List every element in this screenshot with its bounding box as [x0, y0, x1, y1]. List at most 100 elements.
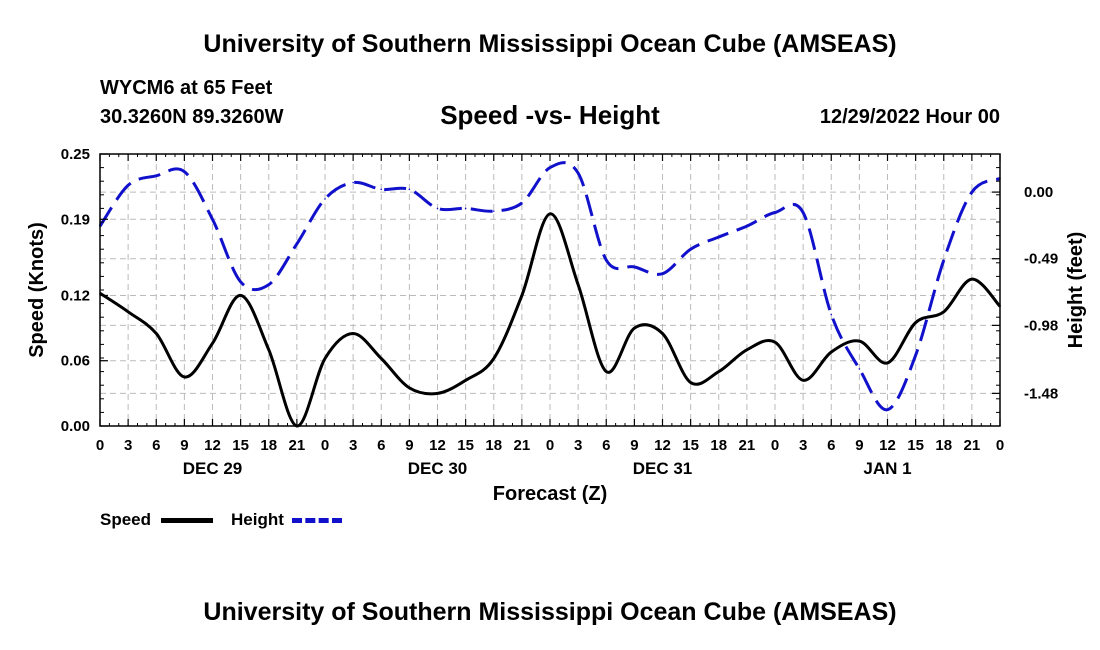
height-point: [380, 188, 383, 191]
x-tick-label: 6: [602, 437, 610, 454]
x-tick-label: 18: [935, 437, 952, 454]
x-tick-label: 9: [630, 437, 638, 454]
x-tick-label: 12: [204, 437, 221, 454]
legend-speed-swatch: [161, 518, 213, 523]
grid: [100, 154, 1000, 426]
height-point: [633, 266, 636, 268]
x-tick-label: 15: [682, 437, 699, 454]
day-label: DEC 31: [633, 459, 693, 478]
speed-point: [971, 278, 973, 280]
height-point: [971, 191, 973, 193]
x-tick-label: 21: [289, 437, 306, 454]
speed-point: [211, 342, 214, 345]
height-point: [830, 313, 833, 316]
height-point: [127, 184, 129, 187]
speed-point: [380, 357, 383, 360]
x-tick-label: 0: [321, 437, 329, 454]
speed-point: [689, 381, 692, 384]
x-tick-label: 18: [485, 437, 502, 454]
height-point: [155, 174, 158, 177]
y-tick-label-right: -0.49: [1024, 251, 1058, 268]
x-tick-label: 18: [260, 437, 277, 454]
height-point: [183, 170, 186, 173]
height-point: [436, 207, 439, 210]
speed-point: [914, 321, 917, 324]
x-tick-label: 6: [152, 437, 160, 454]
x-tick-label: 12: [879, 437, 896, 454]
x-tick-label: 0: [96, 437, 104, 454]
y-tick-label-right: -0.98: [1024, 317, 1058, 334]
height-point: [464, 207, 467, 210]
station-label: WYCM6 at 65 Feet: [100, 77, 273, 99]
height-point: [774, 211, 776, 214]
height-point: [267, 283, 270, 286]
y-tick-label-left: 0.25: [61, 146, 90, 163]
x-tick-label: 6: [377, 437, 385, 454]
height-point: [296, 242, 298, 245]
speed-point: [774, 341, 776, 344]
speed-point: [830, 351, 833, 353]
chart-subtitle: Speed -vs- Height: [440, 100, 660, 130]
speed-point: [267, 349, 270, 351]
speed-point: [183, 376, 186, 378]
x-tick-label: 21: [739, 437, 756, 454]
height-point: [689, 248, 692, 250]
speed-point: [886, 362, 889, 364]
speed-point: [746, 349, 748, 351]
legend-height-swatch: [292, 518, 342, 523]
height-point: [408, 188, 411, 191]
x-tick-label: 0: [546, 437, 554, 454]
footer-title: University of Southern Mississippi Ocean…: [203, 598, 897, 626]
legend-speed-label: Speed: [100, 510, 152, 529]
x-tick-label: 12: [654, 437, 671, 454]
y-axis-label-right: Height (feet): [1065, 232, 1087, 349]
x-tick-label: 18: [710, 437, 727, 454]
height-point: [717, 236, 720, 238]
height-point: [492, 210, 495, 212]
day-label: DEC 30: [408, 459, 468, 478]
height-point: [239, 281, 242, 283]
x-tick-label: 21: [514, 437, 531, 454]
coordinates-label: 30.3260N 89.3260W: [100, 106, 284, 128]
height-point: [802, 211, 804, 214]
speed-point: [858, 340, 861, 342]
x-tick-label: 21: [964, 437, 981, 454]
forecast-datetime: 12/29/2022 Hour 00: [819, 106, 1000, 128]
speed-point: [802, 379, 804, 382]
x-tick-label: 0: [996, 437, 1004, 454]
height-point: [858, 368, 861, 370]
speed-point: [155, 332, 158, 335]
height-point: [605, 259, 608, 261]
speed-point: [492, 357, 495, 360]
speed-point: [521, 294, 523, 297]
speed-point: [464, 379, 467, 382]
x-tick-label: 9: [180, 437, 188, 454]
height-point: [746, 225, 748, 227]
x-tick-label: 12: [429, 437, 446, 454]
speed-point: [577, 283, 579, 286]
height-point: [942, 259, 945, 261]
height-point: [352, 181, 354, 184]
x-tick-label: 3: [349, 437, 357, 454]
x-tick-label: 3: [799, 437, 807, 454]
height-point: [886, 408, 889, 411]
speed-point: [436, 392, 439, 395]
y-tick-label-left: 0.12: [61, 287, 90, 304]
y-tick-label-left: 0.06: [61, 353, 90, 370]
legend-height-label: Height: [231, 510, 284, 529]
x-tick-label: 15: [232, 437, 249, 454]
x-tick-label: 6: [827, 437, 835, 454]
x-tick-label: 3: [574, 437, 582, 454]
x-axis-label: Forecast (Z): [493, 483, 607, 505]
speed-point: [324, 357, 326, 360]
x-tick-label: 9: [405, 437, 413, 454]
chart-title: University of Southern Mississippi Ocean…: [203, 30, 897, 58]
speed-point: [942, 310, 945, 313]
height-point: [577, 172, 579, 174]
speed-point: [352, 332, 354, 335]
speed-point: [717, 370, 720, 373]
speed-point: [549, 213, 551, 215]
x-tick-label: 0: [771, 437, 779, 454]
height-point: [661, 272, 664, 275]
height-point: [914, 354, 917, 357]
